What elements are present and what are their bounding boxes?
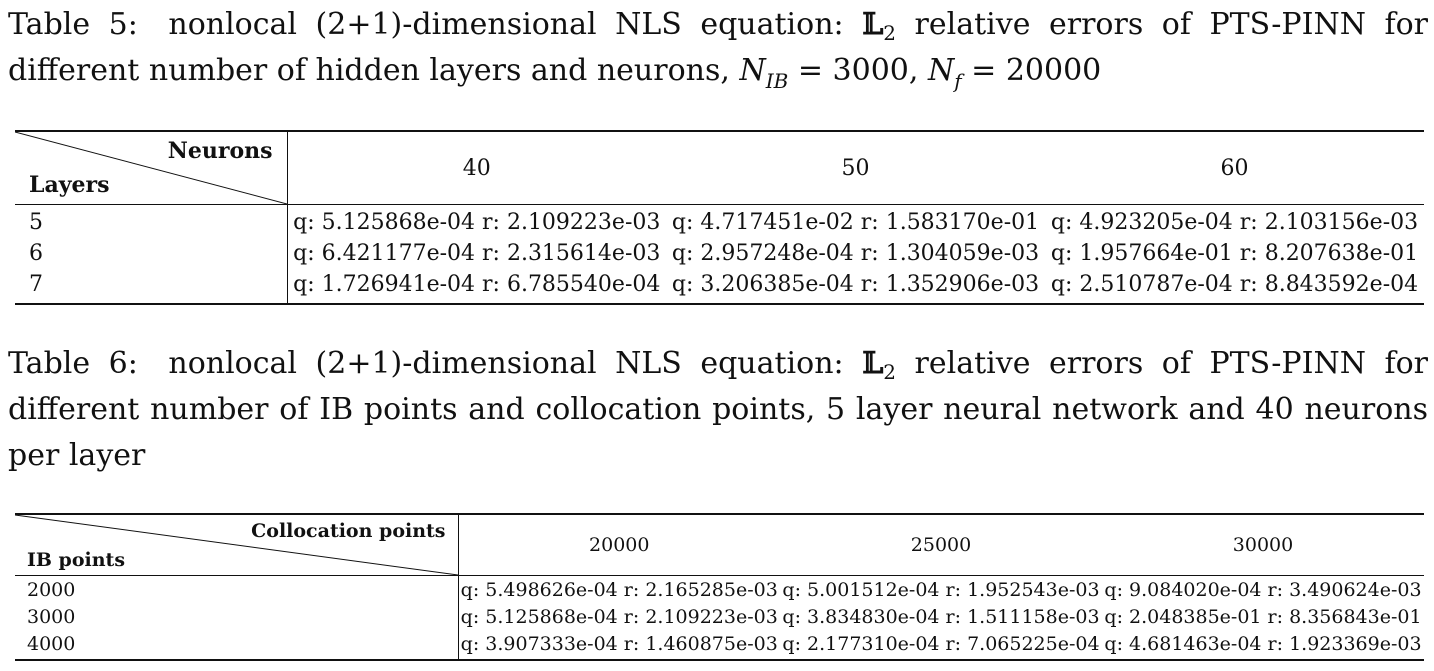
table5-corner-diagonal — [15, 132, 287, 204]
table6-caption-norm: 𝕃 — [862, 346, 884, 381]
table5-corner-cell: Neurons Layers — [15, 131, 288, 205]
table5-col-header: 50 — [666, 131, 1045, 205]
table5: Neurons Layers 40 50 60 5 q: 5.125868e-0… — [15, 130, 1424, 305]
table5-caption-nf-sym: N — [927, 53, 955, 88]
table5-caption: Table 5: nonlocal (2+1)-dimensional NLS … — [8, 2, 1428, 94]
table5-caption-nib-val: = 3000, — [797, 53, 919, 88]
table5-caption-norm-sub: 2 — [883, 21, 897, 45]
table5-cell: q: 2.957248e-04 r: 1.304059e-03 — [671, 241, 1040, 266]
table6-cell: q: 5.125868e-04 r: 2.109223e-03 — [460, 605, 778, 628]
table5-row-label: 5 — [15, 204, 288, 238]
table5-cell: q: 4.717451e-02 r: 1.583170e-01 — [671, 210, 1040, 235]
table6-cell: q: 2.177310e-04 r: 7.065225e-04 — [782, 632, 1100, 655]
table6-corner-col-label: Collocation points — [251, 520, 446, 542]
table-row: 4000 q: 3.907333e-04 r: 1.460875e-03 q: … — [15, 630, 1424, 660]
table6-row-label: 2000 — [15, 575, 459, 603]
table5-row-label: 7 — [15, 269, 288, 304]
table6-corner-row-label: IB points — [27, 549, 126, 571]
table5-caption-label: Table 5: — [8, 7, 138, 42]
table6-cell: q: 3.834830e-04 r: 1.511158e-03 — [782, 605, 1100, 628]
table6-caption-rest: relative errors of PTS-PINN for differen… — [8, 346, 1428, 473]
table6-header-row: Collocation points IB points 20000 25000… — [15, 514, 1424, 576]
table5-corner-row-label: Layers — [29, 172, 110, 198]
table5-cell: q: 5.125868e-04 r: 2.109223e-03 — [293, 210, 661, 235]
table-row: 5 q: 5.125868e-04 r: 2.109223e-03 q: 4.7… — [15, 204, 1424, 238]
table6-caption-label: Table 6: — [8, 346, 138, 381]
table5-cell: q: 1.957664e-01 r: 8.207638e-01 — [1050, 241, 1419, 266]
table6-col-header: 25000 — [780, 514, 1102, 576]
table6-corner-diagonal — [15, 515, 458, 575]
table5-caption-text: nonlocal (2+1)-dimensional NLS equation: — [168, 7, 844, 42]
table5-row-label: 6 — [15, 238, 288, 269]
table5-cell: q: 2.510787e-04 r: 8.843592e-04 — [1050, 272, 1419, 297]
table6: Collocation points IB points 20000 25000… — [15, 513, 1424, 661]
table6-row-label: 3000 — [15, 603, 459, 630]
table5-caption-nf-sub: f — [954, 69, 962, 93]
table6-col-header: 30000 — [1102, 514, 1424, 576]
table6-caption-text: nonlocal (2+1)-dimensional NLS equation: — [168, 346, 844, 381]
table-row: 2000 q: 5.498626e-04 r: 2.165285e-03 q: … — [15, 575, 1424, 603]
table6-cell: q: 9.084020e-04 r: 3.490624e-03 — [1104, 578, 1422, 601]
table6-cell: q: 4.681463e-04 r: 1.923369e-03 — [1104, 632, 1422, 655]
table6-cell: q: 2.048385e-01 r: 8.356843e-01 — [1104, 605, 1422, 628]
table6-col-header: 20000 — [458, 514, 780, 576]
table6-caption-norm-sub: 2 — [883, 360, 897, 384]
table-row: 7 q: 1.726941e-04 r: 6.785540e-04 q: 3.2… — [15, 269, 1424, 304]
table5-caption-nf-val: = 20000 — [971, 53, 1102, 88]
table6-row-label: 4000 — [15, 630, 459, 660]
table5-cell: q: 3.206385e-04 r: 1.352906e-03 — [671, 272, 1040, 297]
table5-cell: q: 6.421177e-04 r: 2.315614e-03 — [293, 241, 661, 266]
table6-cell: q: 3.907333e-04 r: 1.460875e-03 — [460, 632, 778, 655]
table5-corner-col-label: Neurons — [167, 138, 273, 164]
table6-cell: q: 5.498626e-04 r: 2.165285e-03 — [460, 578, 778, 601]
table6-cell: q: 5.001512e-04 r: 1.952543e-03 — [782, 578, 1100, 601]
table5-header-row: Neurons Layers 40 50 60 — [15, 131, 1424, 205]
table5-caption-nib-sub: IB — [765, 69, 789, 93]
table5-cell: q: 4.923205e-04 r: 2.103156e-03 — [1050, 210, 1419, 235]
table-row: 6 q: 6.421177e-04 r: 2.315614e-03 q: 2.9… — [15, 238, 1424, 269]
table5-col-header: 60 — [1045, 131, 1424, 205]
table-row: 3000 q: 5.125868e-04 r: 2.109223e-03 q: … — [15, 603, 1424, 630]
table5-caption-nib-sym: N — [739, 53, 766, 88]
table6-caption: Table 6: nonlocal (2+1)-dimensional NLS … — [8, 341, 1428, 479]
table6-corner-cell: Collocation points IB points — [15, 514, 459, 576]
table5-cell: q: 1.726941e-04 r: 6.785540e-04 — [293, 272, 661, 297]
table5-caption-rest: relative errors of PTS-PINN for differen… — [8, 7, 1428, 88]
table5-col-header: 40 — [287, 131, 666, 205]
table5-caption-norm: 𝕃 — [862, 7, 884, 42]
